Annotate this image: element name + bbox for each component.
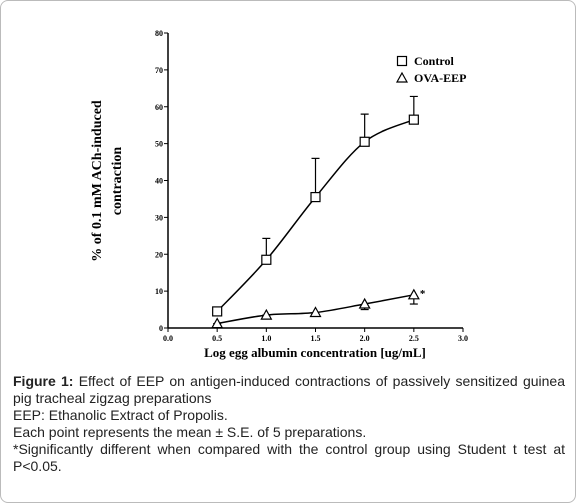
y-axis-label: contraction <box>110 147 125 216</box>
caption: Figure 1: Effect of EEP on antigen-induc… <box>13 373 565 475</box>
x-tick-label: 1.5 <box>311 334 321 343</box>
legend-label: OVA-EEP <box>414 71 466 85</box>
caption-note: *Significantly different when compared w… <box>13 441 565 474</box>
marker <box>408 114 419 125</box>
legend-marker <box>396 55 408 67</box>
marker <box>407 288 420 300</box>
y-tick-label: 50 <box>155 140 163 149</box>
x-tick-label: 0.0 <box>163 334 173 343</box>
marker <box>309 306 322 318</box>
annotation: * <box>420 288 426 300</box>
y-tick-label: 70 <box>155 66 163 75</box>
y-tick-label: 20 <box>155 250 163 259</box>
x-tick-label: 2.0 <box>360 334 370 343</box>
y-tick-label: 40 <box>155 177 163 186</box>
marker <box>260 308 273 320</box>
legend-label: Control <box>414 54 454 68</box>
x-axis-label: Log egg albumin concentration [ug/mL] <box>204 345 426 360</box>
marker <box>310 191 321 203</box>
caption-note: Each point represents the mean ± S.E. of… <box>13 424 367 440</box>
chart: Log egg albumin concentration [ug/mL] % … <box>90 29 468 360</box>
marker <box>358 297 371 309</box>
caption-text: Effect of EEP on antigen-induced contrac… <box>13 373 565 406</box>
legend-marker <box>395 71 409 83</box>
marker <box>261 254 272 265</box>
x-tick-label: 3.0 <box>458 334 468 343</box>
curve <box>216 118 415 312</box>
y-tick-label: 60 <box>155 103 163 112</box>
y-tick-label: 30 <box>155 213 163 222</box>
y-axis-label: % of 0.1 mM ACh-induced <box>90 100 105 262</box>
x-tick-label: 0.5 <box>212 334 222 343</box>
marker <box>212 306 223 317</box>
x-tick-label: 1.0 <box>261 334 271 343</box>
y-tick-label: 80 <box>155 29 163 38</box>
caption-label: Figure 1: <box>13 373 74 389</box>
marker <box>211 317 224 329</box>
y-tick-label: 0 <box>159 324 163 333</box>
caption-main: Figure 1: Effect of EEP on antigen-induc… <box>13 373 565 407</box>
x-tick-label: 2.5 <box>409 334 419 343</box>
marker <box>359 136 370 147</box>
caption-note: EEP: Ethanolic Extract of Propolis. <box>13 407 228 423</box>
y-axis-label-group: % of 0.1 mM ACh-induced contraction <box>90 100 125 262</box>
y-tick-label: 10 <box>155 287 163 296</box>
